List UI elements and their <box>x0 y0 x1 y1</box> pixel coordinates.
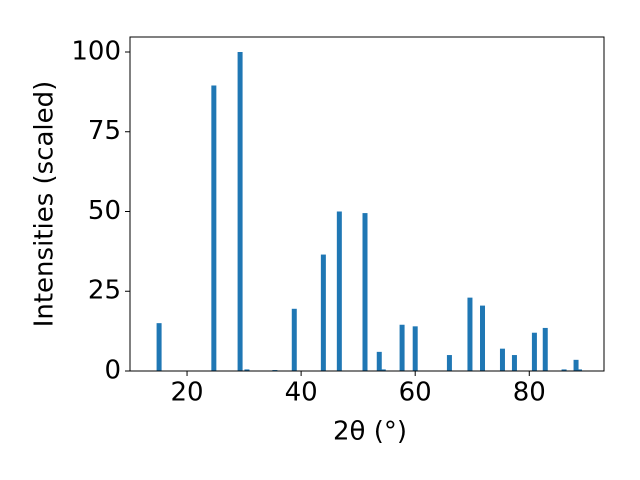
x-tick-label: 20 <box>170 378 203 408</box>
bar <box>542 327 548 371</box>
x-tick-label: 60 <box>399 378 432 408</box>
bar <box>376 351 382 371</box>
bar <box>576 369 582 371</box>
bar <box>399 324 405 371</box>
bar <box>446 355 452 371</box>
bar <box>320 254 326 371</box>
bar <box>380 369 386 371</box>
x-axis-label: 2θ (°) <box>333 417 407 447</box>
bar <box>244 369 250 371</box>
x-tick-label: 40 <box>285 378 318 408</box>
y-tick-label: 50 <box>88 196 121 226</box>
bar <box>499 348 505 371</box>
y-tick-label: 100 <box>71 36 121 66</box>
x-tick-label: 80 <box>513 378 546 408</box>
bar <box>467 297 473 371</box>
bar <box>291 308 297 371</box>
y-tick-label: 75 <box>88 116 121 146</box>
bar <box>156 323 162 371</box>
y-tick-label: 0 <box>104 356 121 386</box>
bar <box>480 305 486 371</box>
plot-frame <box>129 36 605 372</box>
bar <box>237 51 243 371</box>
bar <box>362 213 368 371</box>
bar <box>531 332 537 371</box>
bar <box>573 359 579 371</box>
y-axis-label: Intensities (scaled) <box>30 81 60 328</box>
bar <box>412 326 418 371</box>
bar <box>336 211 342 371</box>
bar <box>511 355 517 371</box>
bar <box>211 85 217 371</box>
y-tick-label: 25 <box>88 276 121 306</box>
bar <box>561 369 567 371</box>
